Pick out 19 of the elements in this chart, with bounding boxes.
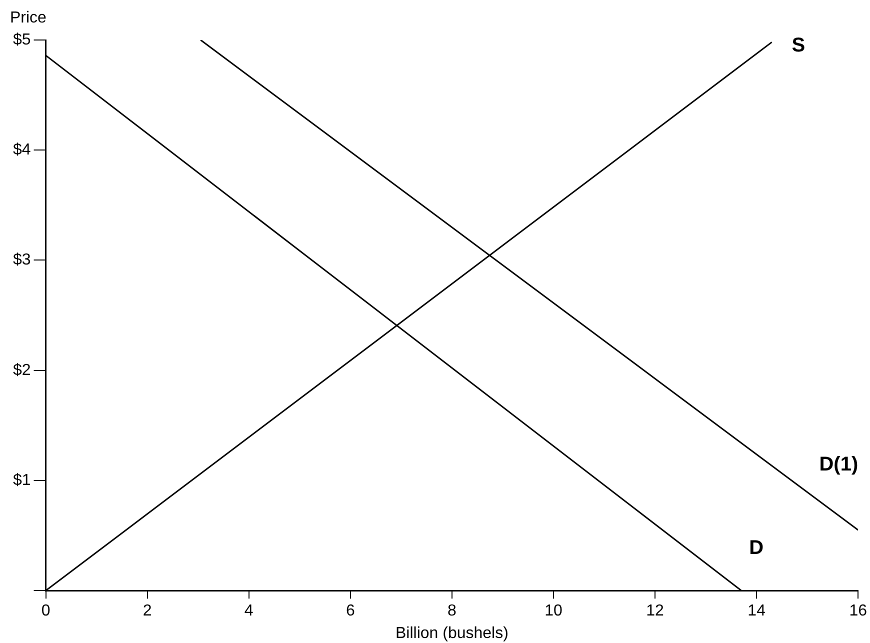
y-tick-label: $4 <box>13 142 31 159</box>
series-label: D <box>749 537 764 560</box>
y-tick-label: $2 <box>13 362 31 379</box>
y-tick-label: $5 <box>13 31 31 48</box>
x-tick-label: 2 <box>142 602 152 620</box>
x-tick-label: 16 <box>849 602 868 620</box>
series-label: S <box>792 34 806 57</box>
x-tick-label: 14 <box>748 602 766 620</box>
series-label: D(1) <box>819 454 858 476</box>
x-tick-label: 8 <box>447 602 456 620</box>
x-tick-label: 10 <box>544 602 562 620</box>
y-tick-label: $1 <box>13 472 31 489</box>
x-tick-label: 4 <box>244 602 254 620</box>
x-tick-label: 6 <box>346 602 355 620</box>
y-tick-label: $3 <box>13 252 31 269</box>
y-axis-title: Price <box>10 9 47 26</box>
x-tick-label: 12 <box>646 602 664 620</box>
x-axis-title: Billion (bushels) <box>395 624 508 642</box>
x-tick-label: 0 <box>41 602 50 620</box>
